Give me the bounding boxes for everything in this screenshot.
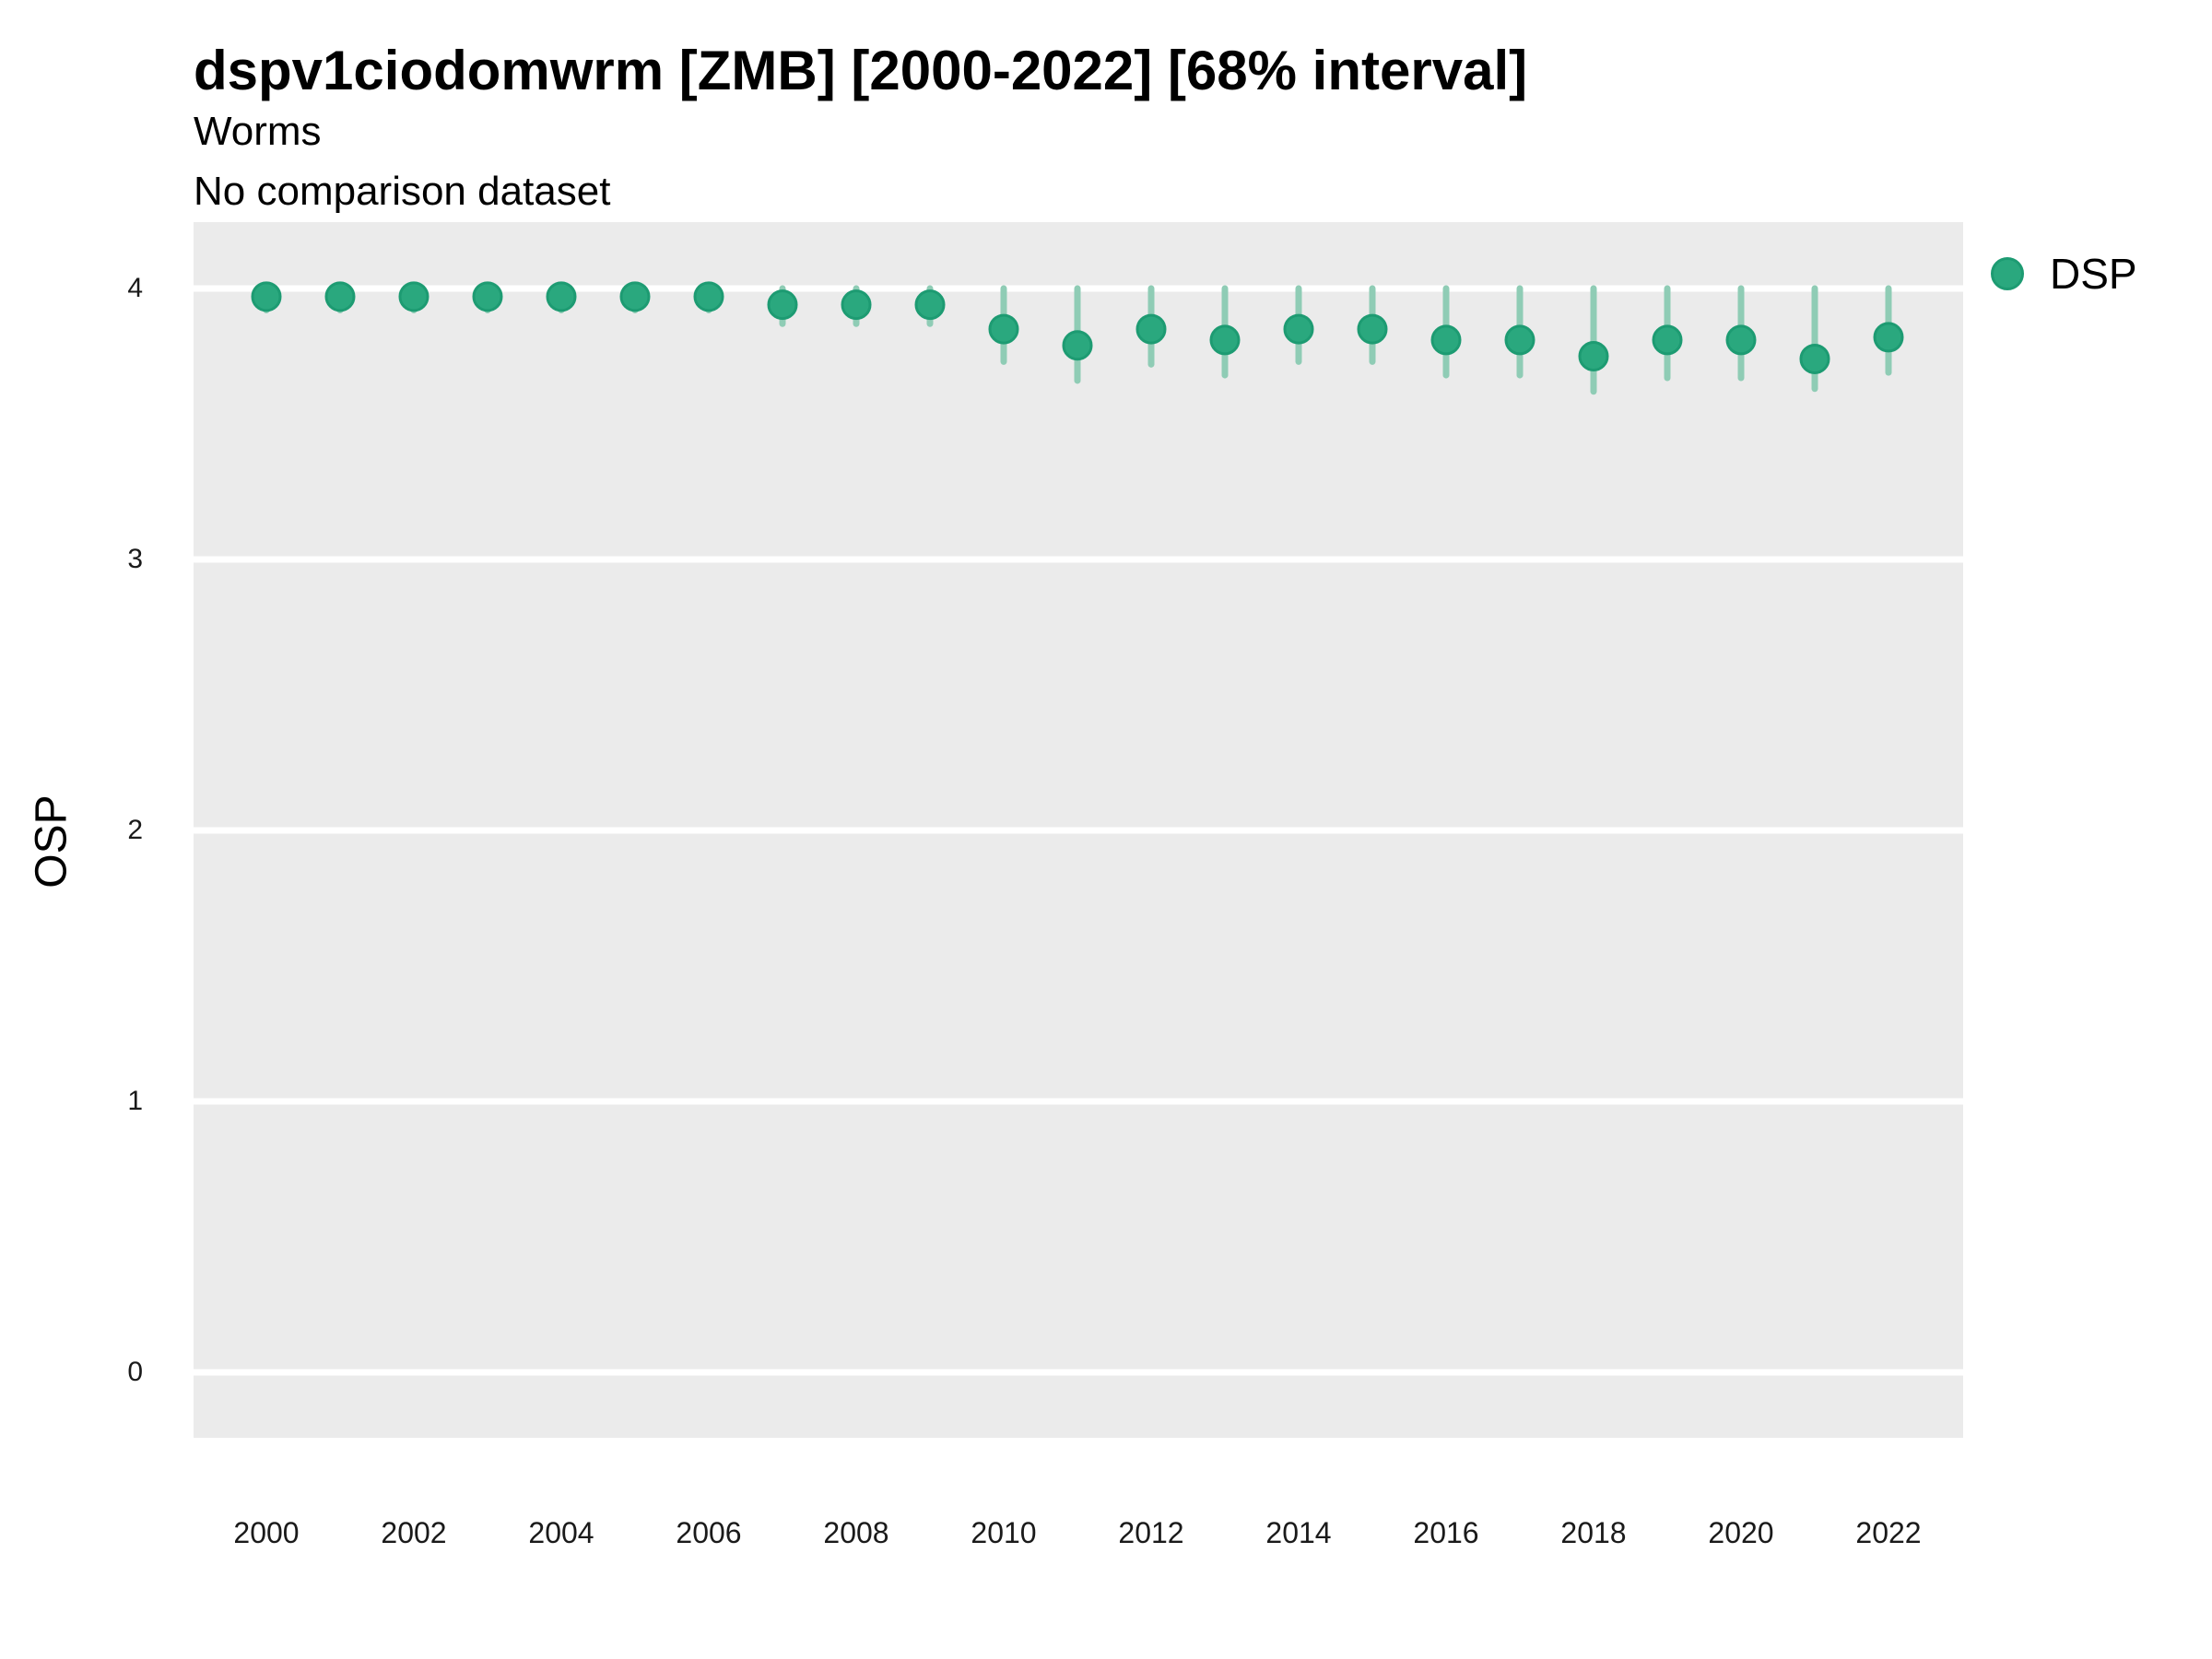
data-point <box>841 289 872 321</box>
legend-dot-icon <box>1991 257 2024 290</box>
x-tick-label: 2008 <box>823 1516 889 1549</box>
x-tick-label: 2018 <box>1560 1516 1627 1549</box>
data-point <box>1135 313 1167 345</box>
y-tick-label: 3 <box>127 544 143 574</box>
data-point <box>1357 313 1388 345</box>
x-tick-label: 2012 <box>1118 1516 1184 1549</box>
y-tick-label: 4 <box>127 273 143 303</box>
data-point <box>546 281 577 312</box>
data-point <box>1430 324 1462 356</box>
data-point <box>767 289 798 321</box>
x-tick-label: 2022 <box>1855 1516 1922 1549</box>
data-point <box>1873 322 1904 353</box>
x-tick-label: 2014 <box>1265 1516 1332 1549</box>
data-point <box>1504 324 1535 356</box>
x-tick-label: 2004 <box>528 1516 594 1549</box>
data-point <box>1062 330 1093 361</box>
data-point <box>398 281 429 312</box>
y-tick-label: 0 <box>127 1357 143 1387</box>
x-tick-label: 2020 <box>1708 1516 1774 1549</box>
data-point <box>988 313 1019 345</box>
plot-panel <box>194 222 1963 1438</box>
data-point <box>472 281 503 312</box>
chart-subtitle: Worms <box>194 109 322 154</box>
data-point <box>1652 324 1683 356</box>
data-point <box>1799 343 1830 374</box>
legend: DSP <box>1991 249 2137 299</box>
legend-label: DSP <box>2050 250 2137 298</box>
data-point <box>324 281 356 312</box>
plot-canvas <box>194 281 1963 1376</box>
x-tick-label: 2016 <box>1413 1516 1479 1549</box>
x-tick-label: 2000 <box>233 1516 300 1549</box>
data-point <box>1283 313 1314 345</box>
data-point <box>914 289 946 321</box>
chart-subtitle-2: No comparison dataset <box>194 169 611 214</box>
data-point <box>1578 341 1609 371</box>
x-tick-label: 2010 <box>971 1516 1037 1549</box>
data-point <box>1209 324 1241 356</box>
y-tick-label: 1 <box>127 1086 143 1116</box>
y-tick-label: 2 <box>127 815 143 845</box>
data-point <box>251 281 282 312</box>
x-tick-label: 2002 <box>381 1516 447 1549</box>
chart-title: dspv1ciodomwrm [ZMB] [2000-2022] [68% in… <box>194 40 1528 101</box>
data-point <box>693 281 724 312</box>
x-tick-label: 2006 <box>676 1516 742 1549</box>
data-point <box>1725 324 1757 356</box>
data-point <box>619 281 651 312</box>
